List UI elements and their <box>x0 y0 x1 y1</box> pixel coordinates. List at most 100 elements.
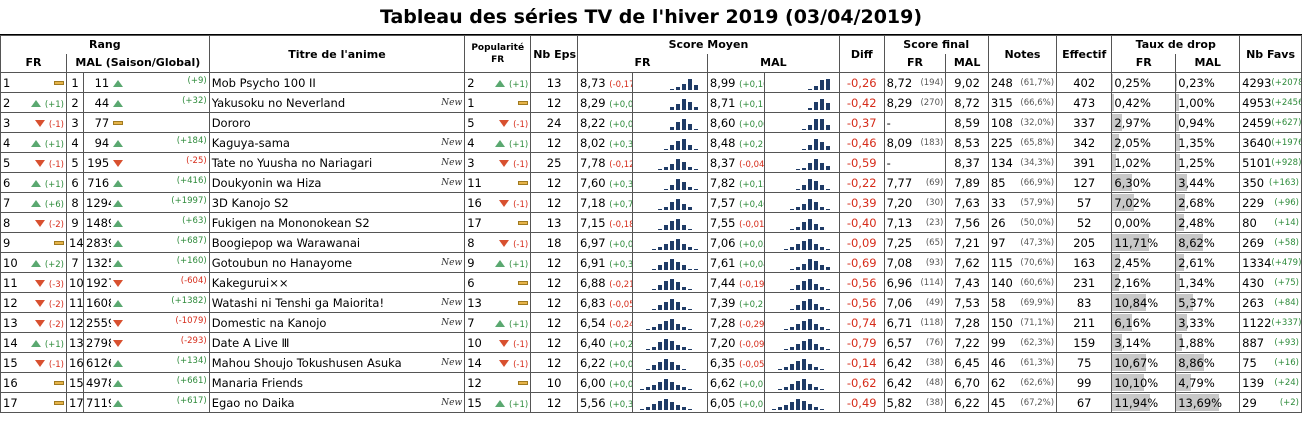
histogram-bar <box>796 188 801 190</box>
anime-title-cell: Kakegurui×× <box>208 272 466 293</box>
notes-count: 134 (34,3%) <box>987 152 1058 173</box>
rank-fr-cell: 5 (-1) <box>0 152 67 173</box>
table-row: 8 (-2)91489 (+63)Fukigen na Mononokean S… <box>0 212 1302 233</box>
popularity-cell: 4 (+1) <box>464 132 532 153</box>
score-diff: -0,39 <box>838 192 885 213</box>
score-fr-histogram <box>632 252 708 273</box>
popularity-rank: 8 <box>467 235 475 250</box>
drop-rate-mal: 0,94% <box>1175 112 1241 133</box>
histogram-bar <box>790 308 795 310</box>
histogram-bar <box>820 226 825 230</box>
notes-count: 140 (60,6%) <box>987 272 1058 293</box>
popularity-cell: 10 (-1) <box>464 332 532 353</box>
histogram-bar <box>688 206 693 210</box>
anime-title: Yakusoku no Neverland <box>211 95 346 110</box>
score-mal-histogram-chart <box>808 98 831 110</box>
drop-rate-fr: 3,14% <box>1111 332 1177 353</box>
rank-fr-cell: 3 (-1) <box>0 112 67 133</box>
score-mal-histogram-chart <box>790 298 831 310</box>
rank-mal-global-delta: (-1079) <box>111 312 210 333</box>
histogram-bar <box>820 306 825 310</box>
arrow-up-icon <box>113 139 124 147</box>
drop-rate-bar <box>1176 294 1194 311</box>
rank-mal-season: 17 <box>65 392 85 413</box>
popularity-rank: 13 <box>467 295 482 310</box>
score-fr-histogram-chart <box>640 398 693 410</box>
histogram-bar <box>694 84 699 90</box>
histogram-bar <box>646 386 651 390</box>
notes-count: 315 (66,6%) <box>987 92 1058 113</box>
arrow-up-icon <box>113 239 124 247</box>
histogram-bar <box>808 278 813 290</box>
histogram-bar <box>802 280 807 290</box>
drop-rate-fr: 1,02% <box>1111 152 1177 173</box>
histogram-bar <box>820 368 825 370</box>
arrow-down-icon <box>35 219 46 227</box>
rank-fr: 9 <box>3 235 11 250</box>
popularity-cell: 5 (-1) <box>464 112 532 133</box>
histogram-bar <box>670 184 675 190</box>
histogram-bar <box>802 240 807 250</box>
score-mal-histogram-chart <box>784 338 831 350</box>
popularity-cell: 6 <box>464 272 532 293</box>
score-fr-histogram-chart <box>670 98 699 110</box>
score-fr: 7,60 (+0,31) <box>577 172 634 193</box>
histogram-bar <box>802 358 807 370</box>
score-mal: 8,48 (+0,21) <box>706 132 766 153</box>
header-taux-drop: Taux de drop <box>1111 35 1241 54</box>
histogram-bar <box>682 98 687 110</box>
favorites-count: 139 (+24) <box>1239 372 1302 393</box>
rank-mal-global: 195 <box>83 152 112 173</box>
drop-rate-bar <box>1112 114 1122 131</box>
histogram-bar <box>682 286 687 290</box>
score-diff: -0,26 <box>838 72 885 93</box>
final-score-fr: 7,77 (69) <box>883 172 947 193</box>
effectif: 402 <box>1056 72 1113 93</box>
histogram-bar <box>784 248 789 250</box>
histogram-bar <box>694 248 699 250</box>
histogram-bar <box>814 283 819 290</box>
histogram-bar <box>688 348 693 350</box>
histogram-bar <box>778 406 783 410</box>
score-fr: 8,73 (-0,17) <box>577 72 634 93</box>
drop-rate-bar <box>1112 154 1116 171</box>
histogram-bar <box>826 165 831 170</box>
effectif: 163 <box>1056 252 1113 273</box>
score-mal: 7,39 (+0,21) <box>706 292 766 313</box>
final-score-fr: 6,42 (38) <box>883 352 947 373</box>
popularity-cell: 14 (-1) <box>464 352 532 373</box>
episode-count: 12 <box>530 332 579 353</box>
rank-mal-global-delta: (+617) <box>111 392 210 413</box>
header-final-mal: MAL <box>945 53 989 73</box>
score-mal: 7,06 (+0,03) <box>706 232 766 253</box>
drop-rate-bar <box>1112 194 1135 211</box>
table-row: 16 154978 (+661)Manaria Friends 12 106,00… <box>0 372 1302 393</box>
popularity-rank: 15 <box>467 395 482 410</box>
favorites-count: 80 (+14) <box>1239 212 1302 233</box>
histogram-bar <box>826 328 831 330</box>
score-fr-histogram <box>632 112 708 133</box>
final-score-fr: 6,71 (118) <box>883 312 947 333</box>
score-mal-histogram <box>764 112 840 133</box>
histogram-bar <box>646 406 651 410</box>
popularity-rank: 11 <box>467 175 482 190</box>
histogram-bar <box>652 326 657 330</box>
rank-mal-global-delta: (+661) <box>111 372 210 393</box>
histogram-bar <box>814 243 819 250</box>
episode-count: 13 <box>530 212 579 233</box>
rank-mal-global: 1294 <box>83 192 112 213</box>
rank-fr-delta: (-1) <box>48 119 64 130</box>
anime-title-cell: Boogiepop wa Warawanai <box>208 232 466 253</box>
histogram-bar <box>802 400 807 410</box>
histogram-bar <box>790 246 795 250</box>
anime-title-cell: Tate no Yuusha no Nariagari New <box>208 152 466 173</box>
effectif: 127 <box>1056 172 1113 193</box>
histogram-bar <box>814 118 819 130</box>
favorites-count: 887 (+93) <box>1239 332 1302 353</box>
rank-mal-global: 94 <box>83 132 112 153</box>
drop-rate-bar <box>1112 74 1114 91</box>
score-mal: 8,60 (+0,00) <box>706 112 766 133</box>
drop-rate-bar <box>1112 394 1150 411</box>
score-diff: -0,56 <box>838 272 885 293</box>
popularity-rank: 17 <box>467 215 482 230</box>
